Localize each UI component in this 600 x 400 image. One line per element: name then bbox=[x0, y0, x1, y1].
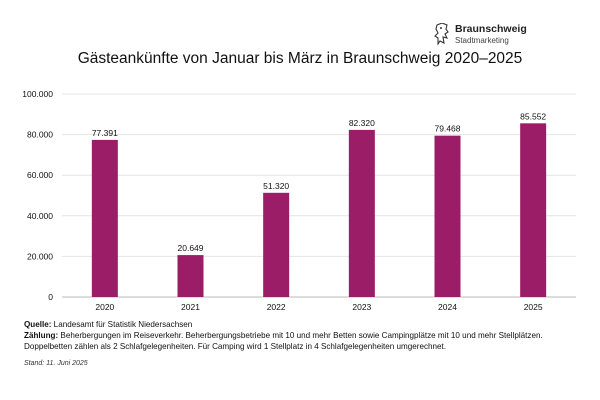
data-label: 82.320 bbox=[349, 118, 375, 128]
count-label: Zählung: bbox=[24, 331, 59, 340]
chart-footer: Quelle: Landesamt für Statistik Niedersa… bbox=[24, 319, 584, 352]
brand-name: Braunschweig bbox=[455, 23, 527, 35]
data-label: 79.468 bbox=[435, 124, 461, 134]
x-tick-label: 2023 bbox=[352, 302, 371, 312]
y-tick-label: 20.000 bbox=[27, 251, 53, 261]
y-tick-label: 80.000 bbox=[27, 130, 53, 140]
lion-crest-icon bbox=[434, 23, 449, 45]
x-tick-label: 2022 bbox=[267, 302, 286, 312]
data-label: 77.391 bbox=[92, 128, 118, 138]
y-tick-label: 0 bbox=[48, 292, 53, 302]
brand-logo: Braunschweig Stadtmarketing bbox=[434, 22, 544, 48]
x-tick-label: 2020 bbox=[95, 302, 114, 312]
bar bbox=[520, 123, 547, 297]
count-text: Beherbergungen im Reiseverkehr. Beherber… bbox=[24, 331, 543, 351]
source-label: Quelle: bbox=[24, 320, 52, 329]
y-tick-label: 60.000 bbox=[27, 170, 53, 180]
count-note: Zählung: Beherbergungen im Reiseverkehr.… bbox=[24, 330, 584, 352]
data-label: 85.552 bbox=[520, 111, 546, 121]
date-note: Stand: 11. Juni 2025 bbox=[24, 360, 88, 367]
bar bbox=[91, 139, 118, 297]
x-tick-label: 2025 bbox=[524, 302, 543, 312]
bar bbox=[434, 135, 461, 297]
bar bbox=[177, 255, 204, 297]
x-tick-label: 2024 bbox=[438, 302, 457, 312]
data-label: 20.649 bbox=[178, 243, 204, 253]
data-label: 51.320 bbox=[263, 181, 289, 191]
y-tick-label: 40.000 bbox=[27, 211, 53, 221]
source-note: Quelle: Landesamt für Statistik Niedersa… bbox=[24, 319, 584, 330]
source-text: Landesamt für Statistik Niedersachsen bbox=[51, 320, 193, 329]
bar bbox=[263, 192, 290, 297]
chart-title: Gästeankünfte von Januar bis März in Bra… bbox=[77, 50, 523, 67]
bar bbox=[348, 129, 375, 297]
x-tick-label: 2021 bbox=[181, 302, 200, 312]
y-tick-label: 100.000 bbox=[22, 89, 53, 99]
brand-subtitle: Stadtmarketing bbox=[455, 36, 509, 45]
